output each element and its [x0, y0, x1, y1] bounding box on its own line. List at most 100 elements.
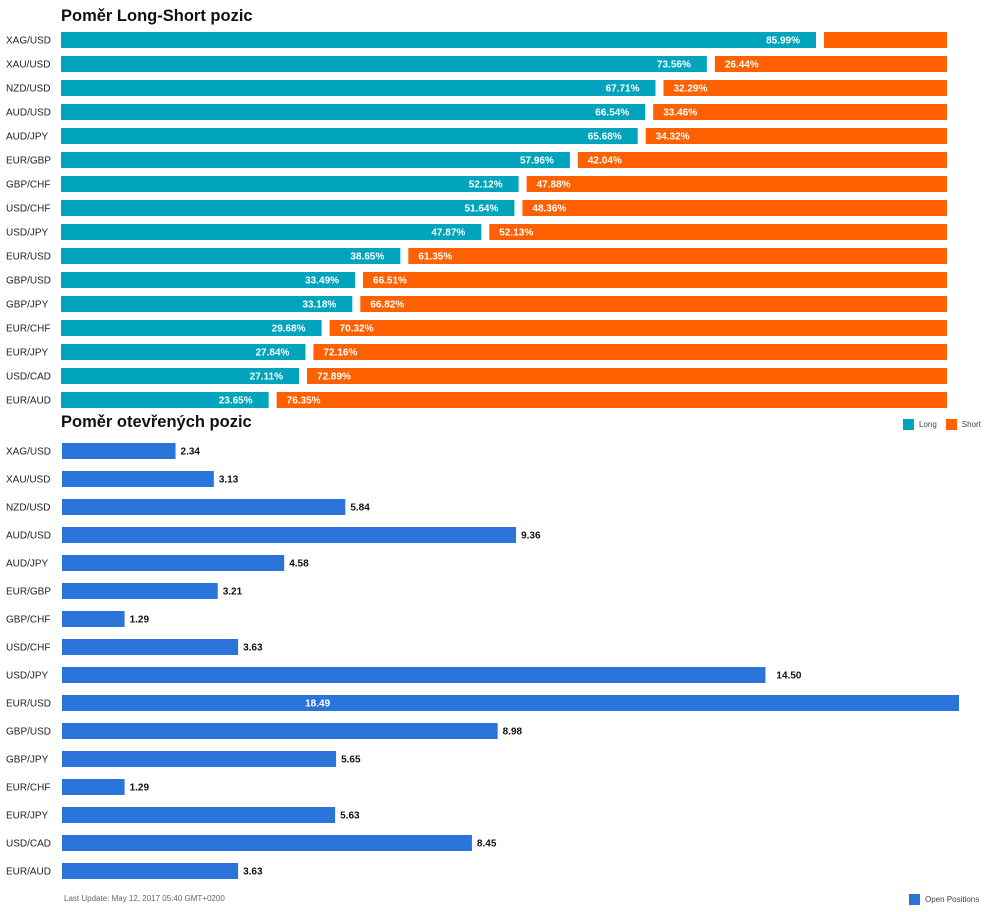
legend-label-long: Long — [919, 420, 937, 429]
open-value-eur-gbp: 3.21 — [223, 587, 243, 598]
category-label-eur-gbp: EUR/GBP — [6, 156, 51, 167]
open-bar-usd-cad — [62, 835, 472, 851]
open-category-label-eur-chf: EUR/CHF — [6, 783, 50, 794]
open-value-eur-chf: 1.29 — [130, 783, 150, 794]
short-bar-aud-usd — [653, 104, 947, 120]
long-bar-usd-jpy — [61, 224, 482, 240]
legend-label-open-positions[interactable]: Open Positions — [925, 895, 980, 904]
long-value-eur-chf: 29.68% — [272, 324, 306, 335]
long-value-xag-usd: 85.99% — [766, 36, 800, 47]
long-value-aud-jpy: 65.68% — [588, 132, 622, 143]
open-value-xag-usd: 2.34 — [181, 447, 201, 458]
open-category-label-eur-gbp: EUR/GBP — [6, 587, 51, 598]
legend-swatch-open-positions — [909, 894, 920, 905]
open-bar-eur-jpy — [62, 807, 336, 823]
category-label-xag-usd: XAG/USD — [6, 36, 51, 47]
long-value-usd-cad: 27.11% — [250, 372, 283, 383]
legend-item-short[interactable]: Short — [945, 419, 981, 430]
long-bar-usd-cad — [61, 368, 300, 384]
open-bar-nzd-usd — [62, 499, 346, 515]
open-bar-usd-jpy — [62, 667, 766, 683]
short-value-gbp-chf: 47.88% — [537, 180, 571, 191]
open-bar-aud-usd — [62, 527, 517, 543]
legend-swatch-long — [903, 419, 914, 430]
open-category-label-nzd-usd: NZD/USD — [6, 503, 50, 514]
long-short-chart-title: Poměr Long-Short pozic — [61, 7, 253, 25]
category-label-eur-aud: EUR/AUD — [6, 396, 51, 407]
short-value-usd-chf: 48.36% — [532, 204, 566, 215]
long-value-eur-aud: 23.65% — [219, 396, 253, 407]
short-bar-nzd-usd — [663, 80, 947, 96]
long-bar-eur-usd — [61, 248, 401, 264]
open-bar-gbp-usd — [62, 723, 498, 739]
long-bar-gbp-chf — [61, 176, 519, 192]
category-label-eur-usd: EUR/USD — [6, 252, 51, 263]
short-bar-usd-jpy — [489, 224, 947, 240]
open-category-label-usd-chf: USD/CHF — [6, 643, 50, 654]
open-value-usd-cad: 8.45 — [477, 839, 497, 850]
long-value-eur-gbp: 57.96% — [520, 156, 554, 167]
short-bar-eur-chf — [329, 320, 947, 336]
long-value-usd-jpy: 47.87% — [431, 228, 465, 239]
long-bar-gbp-usd — [61, 272, 356, 288]
short-value-xau-usd: 26.44% — [725, 60, 759, 71]
open-positions-legend: Open Positions — [909, 894, 979, 905]
long-value-gbp-jpy: 33.18% — [302, 300, 336, 311]
open-bar-eur-gbp — [62, 583, 218, 599]
category-label-usd-chf: USD/CHF — [6, 204, 50, 215]
category-label-eur-chf: EUR/CHF — [6, 324, 50, 335]
open-category-label-gbp-jpy: GBP/JPY — [6, 755, 49, 766]
open-bar-xag-usd — [62, 443, 176, 459]
open-bar-eur-chf — [62, 779, 125, 795]
long-bar-nzd-usd — [61, 80, 656, 96]
open-bar-eur-usd — [62, 695, 959, 711]
open-category-label-xag-usd: XAG/USD — [6, 447, 51, 458]
category-label-aud-jpy: AUD/JPY — [6, 132, 49, 143]
open-bar-usd-chf — [62, 639, 239, 655]
category-label-nzd-usd: NZD/USD — [6, 84, 50, 95]
long-bar-aud-jpy — [61, 128, 638, 144]
category-label-xau-usd: XAU/USD — [6, 60, 50, 71]
long-value-gbp-usd: 33.49% — [305, 276, 339, 287]
open-value-nzd-usd: 5.84 — [350, 503, 370, 514]
open-bar-eur-aud — [62, 863, 239, 879]
open-category-label-gbp-usd: GBP/USD — [6, 727, 51, 738]
short-bar-eur-aud — [276, 392, 948, 408]
short-bar-eur-gbp — [577, 152, 947, 168]
last-update-text: Last Update: May 12, 2017 05:40 GMT+0200 — [64, 894, 225, 903]
open-category-label-eur-jpy: EUR/JPY — [6, 811, 49, 822]
open-value-usd-jpy: 14.50 — [776, 671, 801, 682]
long-bar-aud-usd — [61, 104, 646, 120]
legend-label-short: Short — [961, 420, 981, 429]
short-value-eur-gbp: 42.04% — [588, 156, 622, 167]
category-label-aud-usd: AUD/USD — [6, 108, 51, 119]
long-value-nzd-usd: 67.71% — [606, 84, 640, 95]
open-category-label-usd-jpy: USD/JPY — [6, 671, 49, 682]
category-label-usd-jpy: USD/JPY — [6, 228, 49, 239]
short-bar-usd-cad — [307, 368, 948, 384]
category-label-eur-jpy: EUR/JPY — [6, 348, 49, 359]
legend-item-long[interactable]: Long — [903, 419, 937, 430]
open-category-label-aud-usd: AUD/USD — [6, 531, 51, 542]
long-value-eur-usd: 38.65% — [350, 252, 384, 263]
short-bar-xau-usd — [714, 56, 947, 72]
long-value-usd-chf: 51.64% — [464, 204, 498, 215]
short-value-eur-jpy: 72.16% — [323, 348, 357, 359]
open-value-eur-aud: 3.63 — [243, 867, 263, 878]
open-value-eur-jpy: 5.63 — [340, 811, 360, 822]
short-bar-xag-usd — [823, 32, 947, 48]
open-bar-xau-usd — [62, 471, 214, 487]
open-value-gbp-chf: 1.29 — [130, 615, 150, 626]
open-category-label-eur-usd: EUR/USD — [6, 699, 51, 710]
open-value-aud-usd: 9.36 — [521, 531, 541, 542]
category-label-gbp-usd: GBP/USD — [6, 276, 51, 287]
long-bar-xag-usd — [61, 32, 816, 48]
short-value-usd-cad: 72.89% — [317, 372, 351, 383]
short-value-gbp-usd: 66.51% — [373, 276, 407, 287]
category-label-gbp-jpy: GBP/JPY — [6, 300, 49, 311]
short-value-eur-usd: 61.35% — [418, 252, 452, 263]
open-positions-chart-title: Poměr otevřených pozic — [61, 413, 252, 431]
long-value-gbp-chf: 52.12% — [469, 180, 503, 191]
open-bar-aud-jpy — [62, 555, 285, 571]
